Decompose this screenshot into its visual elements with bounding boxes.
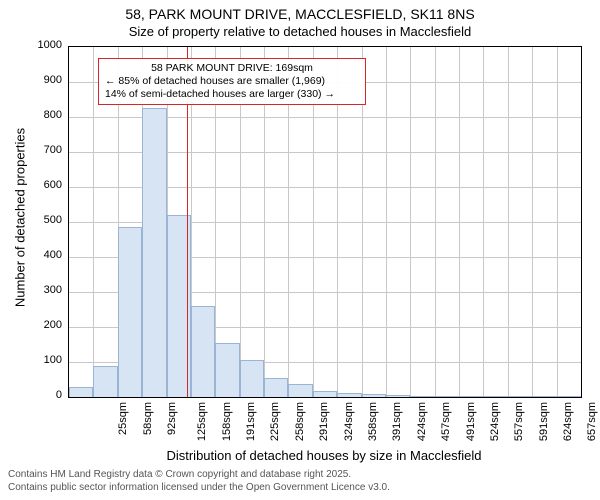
gridline [435,47,436,397]
y-tick-label: 1000 [30,39,62,51]
x-tick-label: 158sqm [221,402,233,441]
gridline [386,47,387,397]
histogram-bar [532,396,556,397]
x-tick-label: 324sqm [343,402,355,441]
gridline [459,47,460,397]
x-tick-label: 424sqm [416,402,428,441]
x-tick-label: 657sqm [587,402,599,441]
x-tick-label: 591sqm [538,402,550,441]
x-tick-label: 491sqm [465,402,477,441]
gridline [410,47,411,397]
license-line: Contains HM Land Registry data © Crown c… [8,468,390,481]
y-tick-label: 400 [30,249,62,261]
histogram-bar [557,396,581,397]
x-tick-label: 524sqm [489,402,501,441]
x-tick-label: 25sqm [117,402,129,435]
histogram-bar [435,396,459,397]
annotation-box: 58 PARK MOUNT DRIVE: 169sqm← 85% of deta… [98,58,366,105]
license-line: Contains public sector information licen… [8,481,390,494]
x-tick-label: 92sqm [166,402,178,435]
histogram-bar [191,306,215,397]
x-tick-label: 191sqm [245,402,257,441]
annotation-line: 58 PARK MOUNT DRIVE: 169sqm [105,62,359,75]
x-tick-label: 391sqm [392,402,404,441]
x-tick-label: 125sqm [196,402,208,441]
license-text: Contains HM Land Registry data © Crown c… [8,468,390,494]
x-tick-label: 225sqm [270,402,282,441]
y-tick-label: 500 [30,214,62,226]
y-tick-label: 600 [30,179,62,191]
x-axis-label: Distribution of detached houses by size … [68,448,580,463]
y-tick-label: 0 [30,389,62,401]
annotation-line: ← 85% of detached houses are smaller (1,… [105,75,359,88]
x-tick-label: 557sqm [513,402,525,441]
histogram-bar [483,396,507,397]
gridline [508,47,509,397]
histogram-bar [508,396,532,397]
histogram-bar [459,396,483,397]
x-tick-label: 624sqm [562,402,574,441]
y-tick-label: 800 [30,109,62,121]
histogram-bar [142,108,166,397]
histogram-bar [118,227,142,397]
histogram-bar [288,384,312,397]
y-tick-label: 200 [30,319,62,331]
x-tick-label: 358sqm [367,402,379,441]
gridline [532,47,533,397]
chart-subtitle: Size of property relative to detached ho… [0,24,600,39]
y-tick-label: 100 [30,354,62,366]
gridline [557,47,558,397]
histogram-bar [215,343,239,397]
histogram-bar [313,391,337,397]
y-tick-label: 300 [30,284,62,296]
x-tick-label: 58sqm [142,402,154,435]
y-tick-label: 700 [30,144,62,156]
y-tick-label: 900 [30,74,62,86]
chart-title: 58, PARK MOUNT DRIVE, MACCLESFIELD, SK11… [0,6,600,22]
histogram-bar [410,396,434,397]
gridline [93,47,94,397]
x-tick-label: 258sqm [294,402,306,441]
histogram-bar [337,393,361,397]
annotation-line: 14% of semi-detached houses are larger (… [105,88,359,101]
y-axis-label: Number of detached properties [13,128,28,308]
histogram-bar [386,395,410,397]
histogram-bar [362,394,386,397]
histogram-bar [93,366,117,398]
histogram-bar [264,378,288,397]
x-tick-label: 457sqm [440,402,452,441]
histogram-bar [69,387,93,398]
gridline [483,47,484,397]
histogram-bar [240,360,264,397]
x-tick-label: 291sqm [318,402,330,441]
